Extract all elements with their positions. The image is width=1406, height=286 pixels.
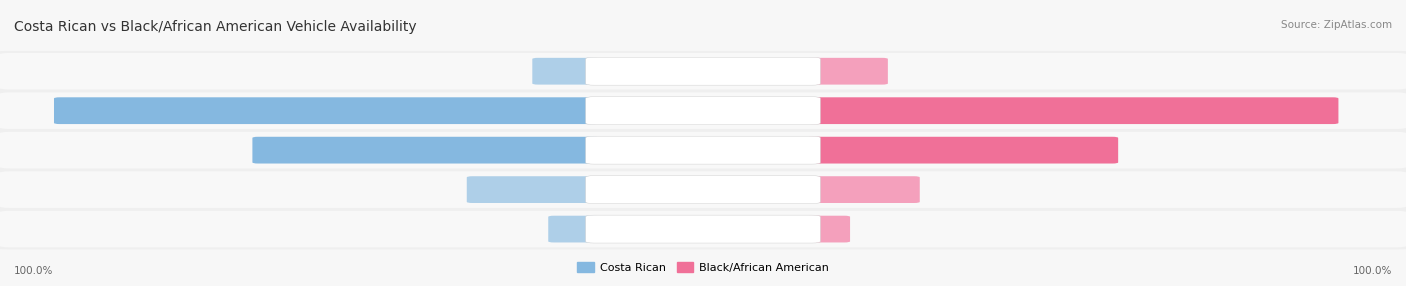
Text: Source: ZipAtlas.com: Source: ZipAtlas.com: [1281, 20, 1392, 30]
Text: 3+ Vehicles Available: 3+ Vehicles Available: [651, 185, 755, 194]
Text: 50.9%: 50.9%: [1069, 145, 1101, 155]
Text: 56.9%: 56.9%: [270, 145, 302, 155]
Text: 1+ Vehicles Available: 1+ Vehicles Available: [651, 106, 755, 116]
Text: Costa Rican vs Black/African American Vehicle Availability: Costa Rican vs Black/African American Ve…: [14, 20, 416, 34]
Text: No Vehicles Available: No Vehicles Available: [651, 66, 755, 76]
Text: 88.2%: 88.2%: [1288, 106, 1322, 116]
Text: 9.5%: 9.5%: [503, 66, 530, 76]
Text: 4+ Vehicles Available: 4+ Vehicles Available: [651, 224, 755, 234]
Text: 2+ Vehicles Available: 2+ Vehicles Available: [651, 145, 755, 155]
Text: 100.0%: 100.0%: [1353, 266, 1392, 276]
Text: 11.9%: 11.9%: [890, 66, 924, 76]
Text: 5.5%: 5.5%: [853, 224, 879, 234]
Text: 6.8%: 6.8%: [519, 224, 546, 234]
Text: 17.3%: 17.3%: [922, 185, 956, 194]
Text: 20.6%: 20.6%: [432, 185, 464, 194]
Text: 100.0%: 100.0%: [14, 266, 53, 276]
Legend: Costa Rican, Black/African American: Costa Rican, Black/African American: [572, 258, 834, 278]
Text: 90.5%: 90.5%: [70, 106, 104, 116]
